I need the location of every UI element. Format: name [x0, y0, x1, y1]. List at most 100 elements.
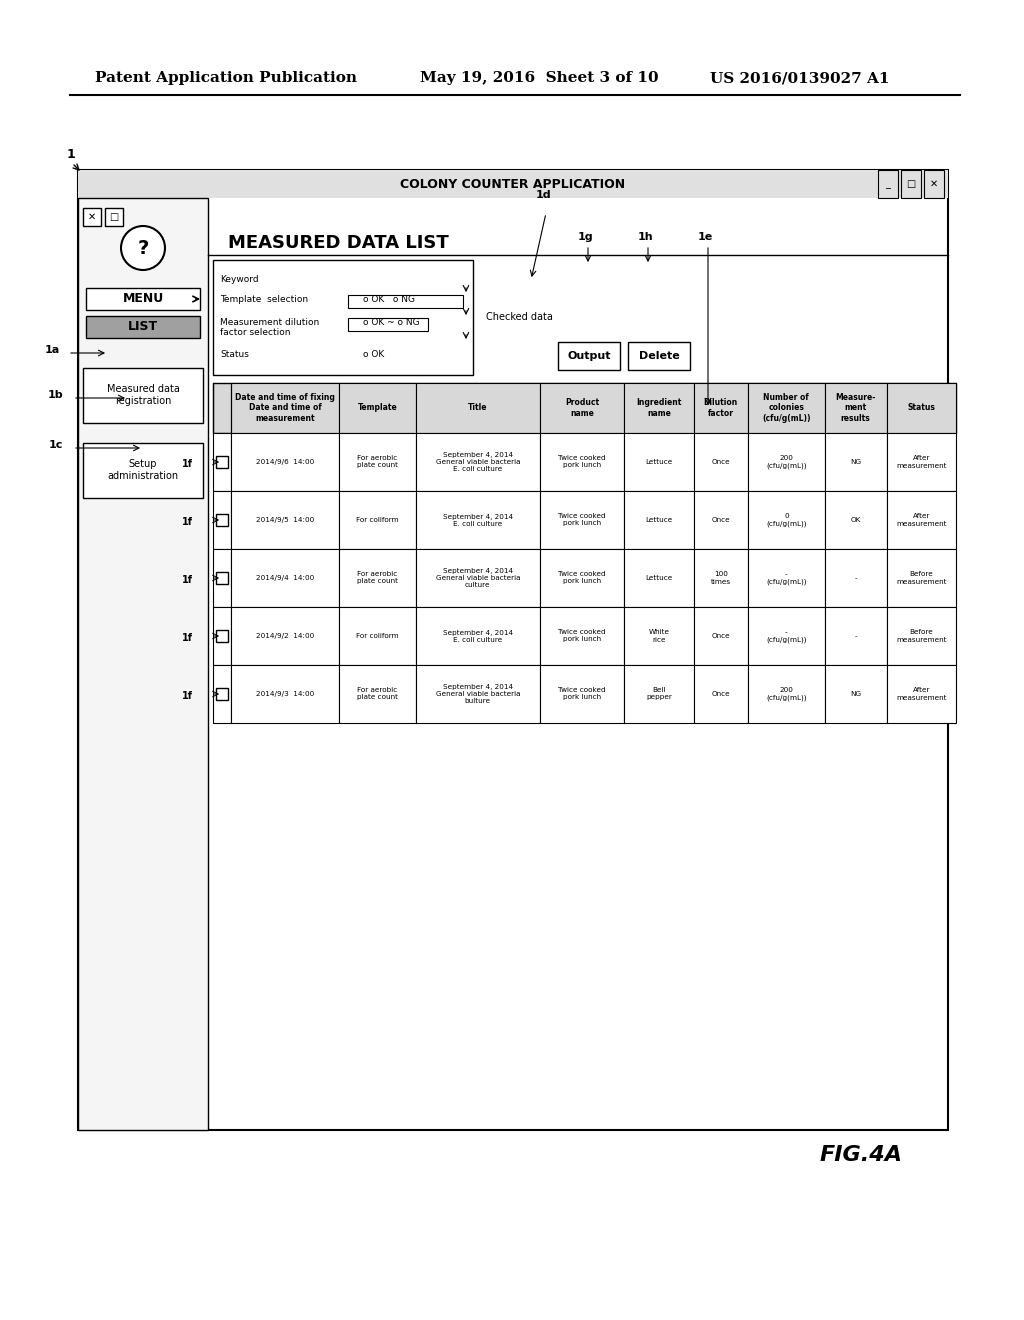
Text: 1a: 1a	[45, 345, 60, 355]
Text: 200
(cfu/g(mL)): 200 (cfu/g(mL))	[766, 455, 807, 469]
Bar	[78, 170, 948, 198]
Bar	[625, 433, 694, 491]
Text: OK: OK	[851, 517, 861, 523]
Bar	[213, 549, 231, 607]
Text: Once: Once	[712, 459, 730, 465]
Bar	[213, 665, 231, 723]
Bar	[887, 491, 956, 549]
Bar	[416, 607, 540, 665]
Bar	[825, 383, 887, 433]
Text: 1g: 1g	[578, 232, 594, 242]
Bar	[105, 209, 123, 226]
Text: 2014/9/4  14:00: 2014/9/4 14:00	[256, 576, 314, 581]
Bar	[339, 549, 416, 607]
Text: 1: 1	[67, 148, 76, 161]
Text: o OK ~ o NG: o OK ~ o NG	[362, 318, 420, 327]
Text: o OK: o OK	[362, 350, 384, 359]
Text: Delete: Delete	[639, 351, 679, 360]
Text: Checked data: Checked data	[486, 313, 553, 322]
Bar	[540, 607, 625, 665]
Bar	[416, 383, 540, 433]
Text: Twice cooked
pork lunch: Twice cooked pork lunch	[558, 688, 606, 701]
Text: NG: NG	[850, 459, 861, 465]
Text: MEASURED DATA LIST: MEASURED DATA LIST	[228, 234, 449, 252]
Bar	[887, 665, 956, 723]
Text: -
(cfu/g(mL)): - (cfu/g(mL))	[766, 572, 807, 585]
Text: 1f: 1f	[182, 690, 193, 701]
Text: FIG.4A: FIG.4A	[820, 1144, 903, 1166]
Bar	[416, 433, 540, 491]
Bar	[339, 433, 416, 491]
Bar	[924, 170, 944, 198]
Bar	[216, 688, 228, 700]
Bar	[901, 170, 921, 198]
Bar	[83, 209, 101, 226]
Bar	[416, 549, 540, 607]
Text: September 4, 2014
General viable bacteria
E. coli culture: September 4, 2014 General viable bacteri…	[435, 451, 520, 473]
Text: NG: NG	[850, 690, 861, 697]
Text: Setup
administration: Setup administration	[108, 459, 178, 480]
Text: 2014/9/3  14:00: 2014/9/3 14:00	[256, 690, 314, 697]
Text: -
(cfu/g(mL)): - (cfu/g(mL))	[766, 630, 807, 643]
Text: For coliform: For coliform	[356, 634, 399, 639]
Text: 1h: 1h	[638, 232, 653, 242]
Text: 0
(cfu/g(mL)): 0 (cfu/g(mL))	[766, 513, 807, 527]
Bar	[213, 491, 231, 549]
Text: Measured data
registration: Measured data registration	[106, 384, 179, 405]
Bar	[825, 607, 887, 665]
Text: Twice cooked
pork lunch: Twice cooked pork lunch	[558, 513, 606, 527]
Text: September 4, 2014
E. coli culture: September 4, 2014 E. coli culture	[442, 630, 513, 643]
Text: Dilution
factor: Dilution factor	[703, 399, 738, 417]
Text: Product
name: Product name	[565, 399, 599, 417]
Bar	[748, 433, 825, 491]
Bar	[231, 549, 339, 607]
Text: For coliform: For coliform	[356, 517, 399, 523]
Bar	[339, 607, 416, 665]
Text: Patent Application Publication: Patent Application Publication	[95, 71, 357, 84]
Bar	[694, 383, 748, 433]
Bar	[748, 607, 825, 665]
Text: Status: Status	[220, 350, 249, 359]
Bar	[887, 607, 956, 665]
Bar	[86, 288, 200, 310]
Text: ?: ?	[137, 239, 148, 257]
Text: Number of
colonies
(cfu/g(mL)): Number of colonies (cfu/g(mL))	[762, 393, 811, 422]
Bar	[216, 513, 228, 525]
Text: Lettuce: Lettuce	[645, 459, 673, 465]
Text: Before
measurement: Before measurement	[896, 572, 946, 585]
Circle shape	[121, 226, 165, 271]
Bar	[231, 433, 339, 491]
Bar	[825, 491, 887, 549]
Bar	[748, 383, 825, 433]
Bar	[416, 491, 540, 549]
Text: September 4, 2014
General viable bacteria
culture: September 4, 2014 General viable bacteri…	[435, 568, 520, 587]
Text: 2014/9/6  14:00: 2014/9/6 14:00	[256, 459, 314, 465]
Bar	[748, 549, 825, 607]
Bar	[540, 491, 625, 549]
Text: Output: Output	[567, 351, 610, 360]
Text: Measure-
ment
results: Measure- ment results	[836, 393, 876, 422]
Text: Keyword: Keyword	[220, 275, 259, 284]
Bar	[213, 607, 231, 665]
Bar	[348, 318, 428, 331]
Text: -: -	[854, 576, 857, 581]
Text: 2014/9/2  14:00: 2014/9/2 14:00	[256, 634, 314, 639]
Text: Date and time of fixing
Date and time of
measurement: Date and time of fixing Date and time of…	[236, 393, 335, 422]
Bar	[348, 294, 463, 308]
Text: Twice cooked
pork lunch: Twice cooked pork lunch	[558, 630, 606, 643]
Bar	[213, 383, 956, 433]
Bar	[878, 170, 898, 198]
Text: LIST: LIST	[128, 321, 158, 334]
Bar	[694, 433, 748, 491]
Text: For aerobic
plate count: For aerobic plate count	[357, 688, 398, 701]
Text: Once: Once	[712, 690, 730, 697]
Bar	[887, 383, 956, 433]
Text: After
measurement: After measurement	[896, 513, 946, 527]
Text: 1e: 1e	[698, 232, 714, 242]
Bar	[558, 342, 620, 370]
Bar	[216, 630, 228, 642]
Bar	[540, 383, 625, 433]
Text: White
rice: White rice	[648, 630, 670, 643]
Text: September 4, 2014
E. coli culture: September 4, 2014 E. coli culture	[442, 513, 513, 527]
Bar	[231, 607, 339, 665]
